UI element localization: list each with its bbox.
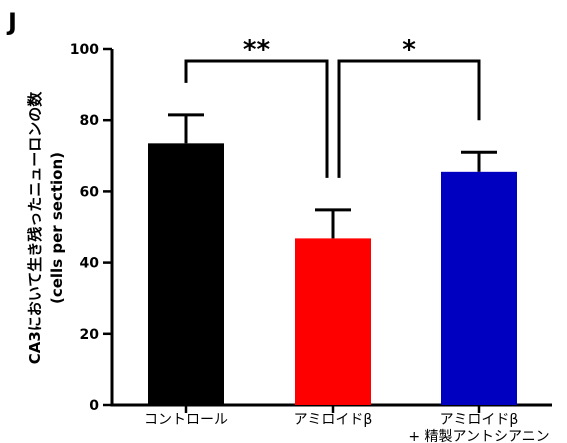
significance-label: * [402,35,416,65]
x-category-label: コントロール [144,412,228,428]
x-category-label-line: コントロール [144,412,228,428]
y-tick-label: 80 [80,113,100,129]
significance-bracket [184,59,329,178]
panel-label: J [6,8,17,36]
x-category-label-line: アミロイドβ [294,412,373,428]
y-axis-title-line: (cells per section) [48,152,66,304]
significance-bracket [337,59,481,178]
bars [148,143,517,405]
bar [295,238,371,405]
y-axis-title-line: CA3において生き残ったニューロンの数 [26,91,44,365]
significance-label: ** [243,35,271,65]
y-tick-label: 20 [80,327,100,343]
x-category-label-line: アミロイドβ [440,412,519,428]
y-axis-label: CA3において生き残ったニューロンの数 (cells per section) [26,91,66,365]
y-tick-label: 0 [89,398,99,414]
x-axis-labels: コントロール アミロイドβ アミロイドβ + 精製アントシアニン [144,412,550,443]
x-category-label-line: + 精製アントシアニン [408,429,549,443]
bar [148,143,224,405]
significance-brackets: ** * [184,35,481,178]
y-axis-title: CA3において生き残ったニューロンの数 (cells per section) [26,91,66,365]
x-category-label: アミロイドβ [294,412,373,428]
y-tick-label: 100 [70,42,99,58]
error-bars [168,113,497,239]
x-category-label: アミロイドβ + 精製アントシアニン [408,412,549,443]
bar [441,171,517,405]
y-tick-label: 40 [80,256,100,272]
y-tick-label: 60 [80,184,100,200]
